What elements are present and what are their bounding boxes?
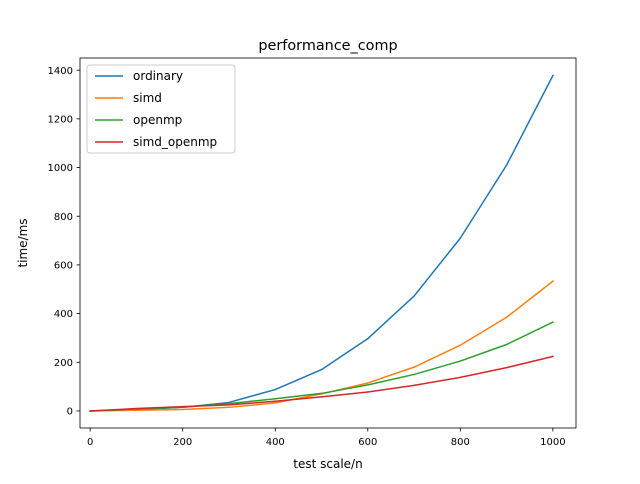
data-point [181,408,184,411]
chart-title: performance_comp [258,38,397,54]
data-point [367,337,369,340]
legend-label-simd-openmp: simd_openmp [133,135,217,149]
data-point [181,405,184,408]
data-point [274,388,276,391]
data-point [228,401,230,404]
x-tick-label: 1000 [540,437,565,448]
data-point [413,366,415,368]
data-point [552,74,554,77]
y-tick-label: 1000 [48,163,73,174]
y-tick-label: 800 [54,212,73,223]
legend-label-simd: simd [133,91,162,105]
x-tick-label: 600 [358,437,377,448]
legend-label-openmp: openmp [133,113,182,127]
series-layer [89,74,554,412]
data-point [367,382,369,384]
data-point [228,404,230,406]
y-tick-label: 600 [54,261,73,272]
data-point [505,343,508,346]
data-point [459,344,462,346]
data-point [459,360,462,362]
x-axis-label: test scale/n [293,457,362,471]
x-tick-label: 400 [266,437,285,448]
y-tick-label: 400 [54,309,73,320]
data-point [274,400,276,402]
x-axis-ticks: 0 200 400 600 800 1000 [87,428,566,448]
data-point [320,368,323,371]
y-axis-label: time/ms [16,218,30,267]
data-point [367,391,369,393]
plot-frame [79,57,577,429]
data-point [505,316,508,318]
legend-box [86,64,236,154]
x-tick-label: 800 [451,437,470,448]
data-point [320,396,323,398]
y-tick-label: 1400 [48,66,73,77]
data-point [413,384,415,387]
x-tick-label: 200 [173,437,192,448]
legend-label-ordinary: ordinary [133,69,183,83]
data-point [89,410,91,412]
data-point [228,402,230,405]
y-tick-label: 200 [54,358,73,369]
data-point [135,409,138,411]
y-axis-ticks: 0 200 400 600 800 1000 1200 1400 [48,66,80,418]
data-point [505,366,508,369]
data-point [413,295,415,297]
legend: ordinary simd openmp simd_openmp [86,64,236,154]
data-point [274,398,276,400]
y-tick-label: 0 [67,407,73,418]
data-point [413,373,415,376]
data-point [459,376,462,379]
data-point [135,407,138,410]
data-point [505,164,508,166]
y-tick-label: 1200 [48,114,73,125]
data-point [552,321,554,323]
x-tick-label: 0 [87,437,93,448]
data-point [274,402,276,404]
data-point [459,237,462,239]
data-point [228,406,230,409]
data-point [367,384,369,386]
data-point [552,355,554,358]
data-point [320,392,323,395]
data-point [552,280,554,282]
